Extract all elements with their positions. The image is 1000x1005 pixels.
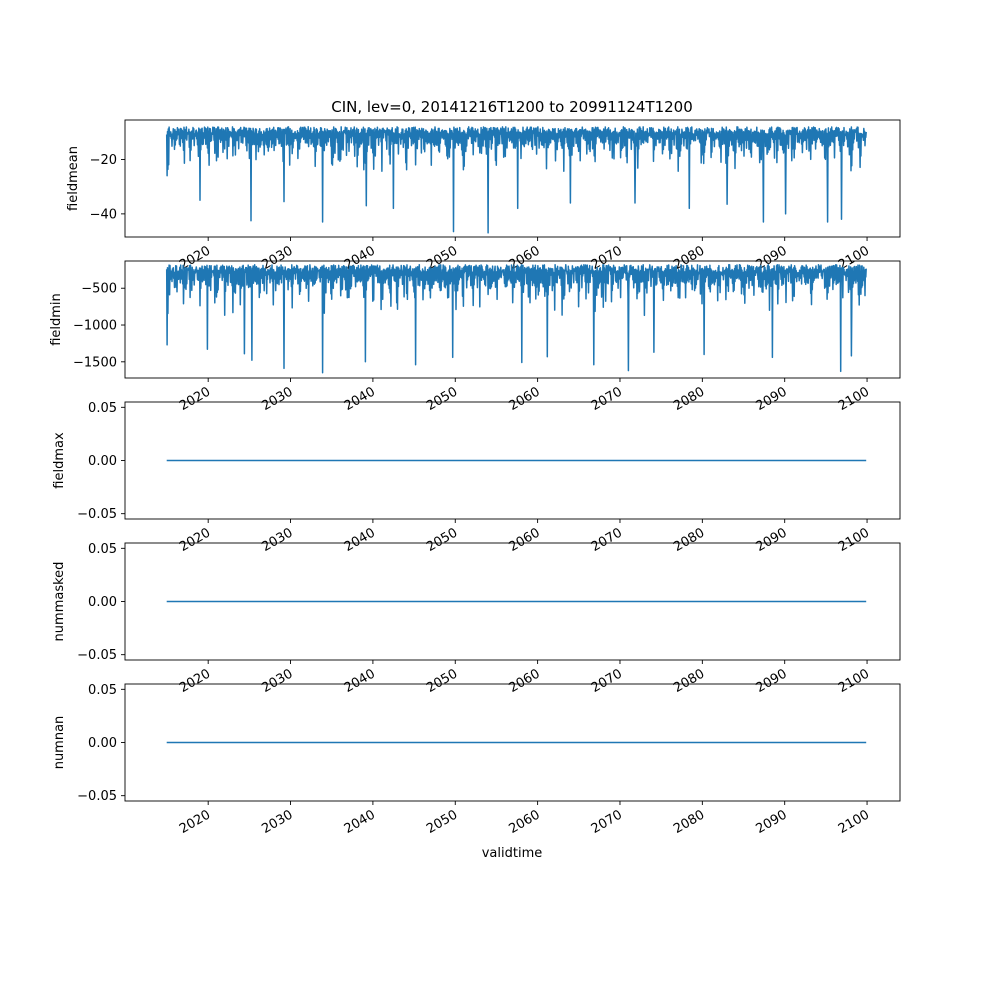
x-tick-label: 2040 <box>342 525 378 555</box>
x-tick-label: 2050 <box>424 384 460 414</box>
x-tick-label: 2070 <box>589 525 625 555</box>
y-tick-label: 0.00 <box>88 595 117 610</box>
x-tick-label: 2030 <box>259 666 295 696</box>
x-axis-label: validtime <box>482 846 543 861</box>
x-tick-label: 2020 <box>177 525 213 555</box>
x-tick-label: 2070 <box>589 807 625 837</box>
y-tick-label: 0.00 <box>88 736 117 751</box>
y-tick-label: −20 <box>90 153 117 168</box>
x-tick-label: 2090 <box>754 384 790 414</box>
x-tick-label: 2030 <box>259 384 295 414</box>
subplot-fieldmin: −1500 −1000 −500 2020 2030 2040 2050 2060 2070 20… <box>49 260 901 414</box>
x-tick-label: 2090 <box>754 666 790 696</box>
x-tick-label: 2020 <box>177 807 213 837</box>
y-tick-label: −1000 <box>73 319 117 334</box>
y-axis-label: fieldmax <box>52 432 67 489</box>
axes-frame <box>124 260 901 379</box>
subplot-numnan: −0.05 0.00 0.05 2020 2030 2040 2050 2060 2070 208… <box>52 683 901 837</box>
y-axis-label: fieldmin <box>49 293 64 346</box>
x-tick-label: 2090 <box>754 807 790 837</box>
x-tick-label: 2060 <box>506 384 542 414</box>
y-tick-label: −0.05 <box>77 789 117 804</box>
x-tick-label: 2050 <box>424 525 460 555</box>
y-axis-label: numnan <box>52 716 67 770</box>
x-tick-label: 2060 <box>506 807 542 837</box>
y-tick-label: −0.05 <box>77 648 117 663</box>
axes-frame <box>124 119 901 238</box>
x-tick-label: 2060 <box>506 525 542 555</box>
series-line <box>165 126 867 234</box>
x-tick-label: 2080 <box>671 525 707 555</box>
x-tick-label: 2100 <box>836 666 872 696</box>
subplot-group: −40 −20 2020 2030 2040 2050 2060 2070 2080 2090 21… <box>49 119 901 837</box>
x-tick-label: 2020 <box>177 384 213 414</box>
x-tick-label: 2040 <box>342 807 378 837</box>
x-tick-label: 2100 <box>836 525 872 555</box>
y-axis-label: nummasked <box>52 562 67 642</box>
y-tick-label: −500 <box>81 282 117 297</box>
subplot-fieldmax: −0.05 0.00 0.05 2020 2030 2040 2050 2060 2070 208… <box>52 401 901 555</box>
x-tick-label: 2020 <box>177 666 213 696</box>
x-tick-label: 2050 <box>424 666 460 696</box>
x-tick-label: 2100 <box>836 807 872 837</box>
x-tick-label: 2100 <box>836 384 872 414</box>
series-line <box>165 263 867 374</box>
y-tick-label: −1500 <box>73 355 117 370</box>
y-axis-label: fieldmean <box>66 146 81 211</box>
x-tick-label: 2050 <box>424 807 460 837</box>
x-tick-label: 2030 <box>259 525 295 555</box>
x-tick-label: 2040 <box>342 384 378 414</box>
y-tick-label: 0.05 <box>88 401 117 416</box>
y-tick-label: −0.05 <box>77 507 117 522</box>
subplot-nummasked: −0.05 0.00 0.05 2020 2030 2040 2050 2060 2070 208… <box>52 542 901 696</box>
y-tick-label: −40 <box>90 207 117 222</box>
chart-title: CIN, lev=0, 20141216T1200 to 20991124T12… <box>331 98 693 116</box>
x-tick-label: 2070 <box>589 666 625 696</box>
x-tick-label: 2080 <box>671 807 707 837</box>
x-tick-label: 2060 <box>506 666 542 696</box>
y-tick-label: 0.05 <box>88 683 117 698</box>
x-tick-label: 2080 <box>671 384 707 414</box>
x-tick-label: 2080 <box>671 666 707 696</box>
y-tick-label: 0.00 <box>88 454 117 469</box>
x-tick-label: 2040 <box>342 666 378 696</box>
y-tick-label: 0.05 <box>88 542 117 557</box>
x-tick-label: 2070 <box>589 384 625 414</box>
x-tick-label: 2090 <box>754 525 790 555</box>
x-tick-label: 2030 <box>259 807 295 837</box>
